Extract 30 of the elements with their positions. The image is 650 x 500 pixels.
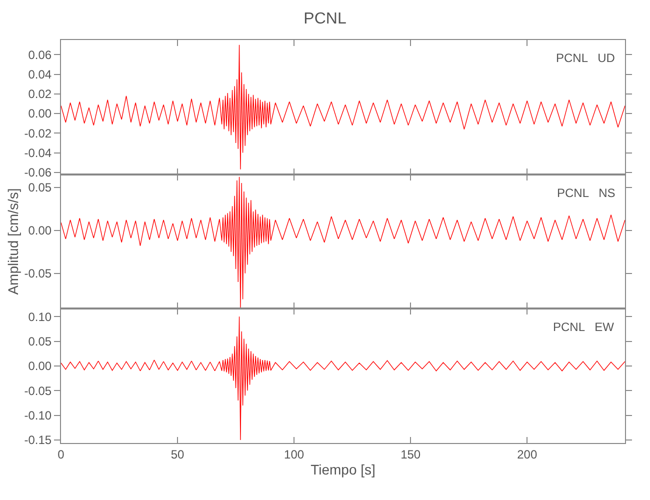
y-tick-label: 0.00 [28, 359, 52, 374]
x-tick-label: 200 [517, 447, 538, 462]
y-tick-label: -0.05 [24, 266, 52, 281]
y-tick-label: 0.00 [28, 106, 52, 121]
x-tick-label: 0 [58, 447, 65, 462]
annotation: PCNL EW [553, 320, 615, 334]
y-tick-label: 0.00 [28, 224, 52, 238]
x-tick-label: 150 [400, 447, 421, 462]
y-tick-label: -0.15 [24, 433, 52, 448]
y-axis-title: Amplitud [cm/s/s] [4, 188, 21, 295]
line-series [61, 44, 625, 170]
y-tick-label: -0.05 [24, 384, 52, 398]
chart-title: PCNL [304, 10, 346, 28]
line-series [61, 316, 625, 440]
y-tick-label: 0.02 [28, 87, 52, 102]
line-series [61, 176, 625, 308]
y-tick-label: -0.06 [24, 166, 52, 180]
annotation: PCNL NS [557, 186, 616, 200]
annotation: PCNL UD [556, 51, 616, 65]
y-tick-label: -0.10 [24, 408, 52, 423]
y-tick-label: 0.05 [28, 180, 52, 194]
y-tick-label: 0.10 [28, 310, 52, 324]
x-axis-title: Tiempo [s] [310, 462, 376, 478]
x-tick-label: 100 [284, 447, 304, 462]
y-tick-label: 0.05 [28, 334, 52, 348]
x-tick-label: 50 [170, 447, 185, 462]
y-tick-label: -0.02 [24, 126, 52, 140]
y-tick-label: 0.04 [28, 68, 52, 82]
y-tick-label: 0.06 [28, 48, 52, 62]
y-tick-label: -0.04 [24, 146, 52, 160]
